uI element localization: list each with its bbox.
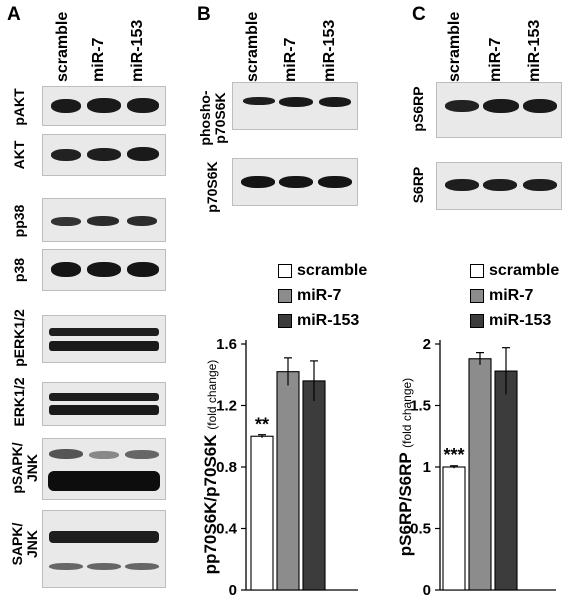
legend-label: scramble	[489, 262, 560, 279]
y-tick-label: 1	[423, 459, 431, 476]
legend-label: miR-7	[297, 287, 342, 304]
legend-label: miR-153	[297, 312, 360, 329]
chart-p70s6k: 0 0.4 0.8 1.2 1.6 ** pp70S6K/p70S6K (fold chan…	[201, 336, 358, 598]
y-tick-label: 0	[229, 582, 237, 598]
legend-swatch	[470, 264, 484, 278]
y-tick-label: 0	[423, 582, 431, 598]
blot-psapk-jnk	[42, 438, 166, 500]
y-axis-label: pS6RP/S6RP (fold change)	[396, 378, 415, 556]
y-axis-label-main: pp70S6K/p70S6K	[201, 430, 220, 575]
blot-p38	[42, 249, 166, 291]
legend-swatch	[278, 289, 292, 303]
blot-akt	[42, 134, 166, 176]
y-tick-label: 0.8	[216, 459, 237, 476]
y-axis-label-unit: (fold change)	[400, 378, 414, 448]
bar-miR-7	[276, 371, 300, 591]
panel-b-letter: B	[197, 4, 211, 25]
significance-label: ***	[443, 445, 464, 465]
blot-erk	[42, 382, 166, 426]
legend-item-mir153: miR-153	[278, 312, 359, 330]
y-axis-label-unit: (fold change)	[205, 360, 219, 430]
y-tick-label: 2	[423, 336, 431, 353]
legend-label: miR-7	[489, 287, 534, 304]
y-axis-label: pp70S6K/p70S6K (fold change)	[201, 360, 220, 575]
blot-p70s6k	[232, 158, 358, 206]
blot-pakt	[42, 86, 166, 126]
legend-label: miR-153	[489, 312, 552, 329]
y-tick-label: 0.5	[410, 521, 431, 538]
blot-sapk-jnk	[42, 510, 166, 588]
bar-scramble	[442, 466, 466, 591]
bar-scramble	[250, 435, 274, 591]
legend-swatch	[278, 264, 292, 278]
legend-item-scramble: scramble	[470, 262, 559, 280]
panel-a-letter: A	[7, 4, 21, 25]
legend-item-mir7: miR-7	[470, 287, 533, 305]
legend-swatch	[278, 314, 292, 328]
significance-label: **	[255, 414, 269, 434]
y-axis-label-main: pS6RP/S6RP	[396, 448, 415, 556]
blot-s6rp	[436, 162, 562, 210]
blot-perk	[42, 315, 166, 363]
y-tick-label: 1.5	[410, 398, 431, 415]
legend-swatch	[470, 289, 484, 303]
legend-item-mir153: miR-153	[470, 312, 551, 330]
panel-c-letter: C	[412, 4, 426, 25]
y-tick-label: 0.4	[216, 521, 238, 538]
legend-item-mir7: miR-7	[278, 287, 341, 305]
bar-miR-153	[302, 380, 326, 591]
blot-pp38	[42, 198, 166, 242]
y-tick-label: 1.2	[216, 398, 237, 415]
legend-swatch	[470, 314, 484, 328]
y-tick-label: 1.6	[216, 336, 237, 353]
legend-item-scramble: scramble	[278, 262, 367, 280]
blot-ps6rp	[436, 82, 562, 138]
legend-label: scramble	[297, 262, 368, 279]
bar-miR-7	[468, 358, 492, 591]
chart-s6rp: 0 0.5 1 1.5 2 *** pS6RP/S6RP (fold change)	[396, 336, 556, 598]
blot-phospho-p70s6k	[232, 82, 358, 130]
bar-miR-153	[494, 370, 518, 591]
